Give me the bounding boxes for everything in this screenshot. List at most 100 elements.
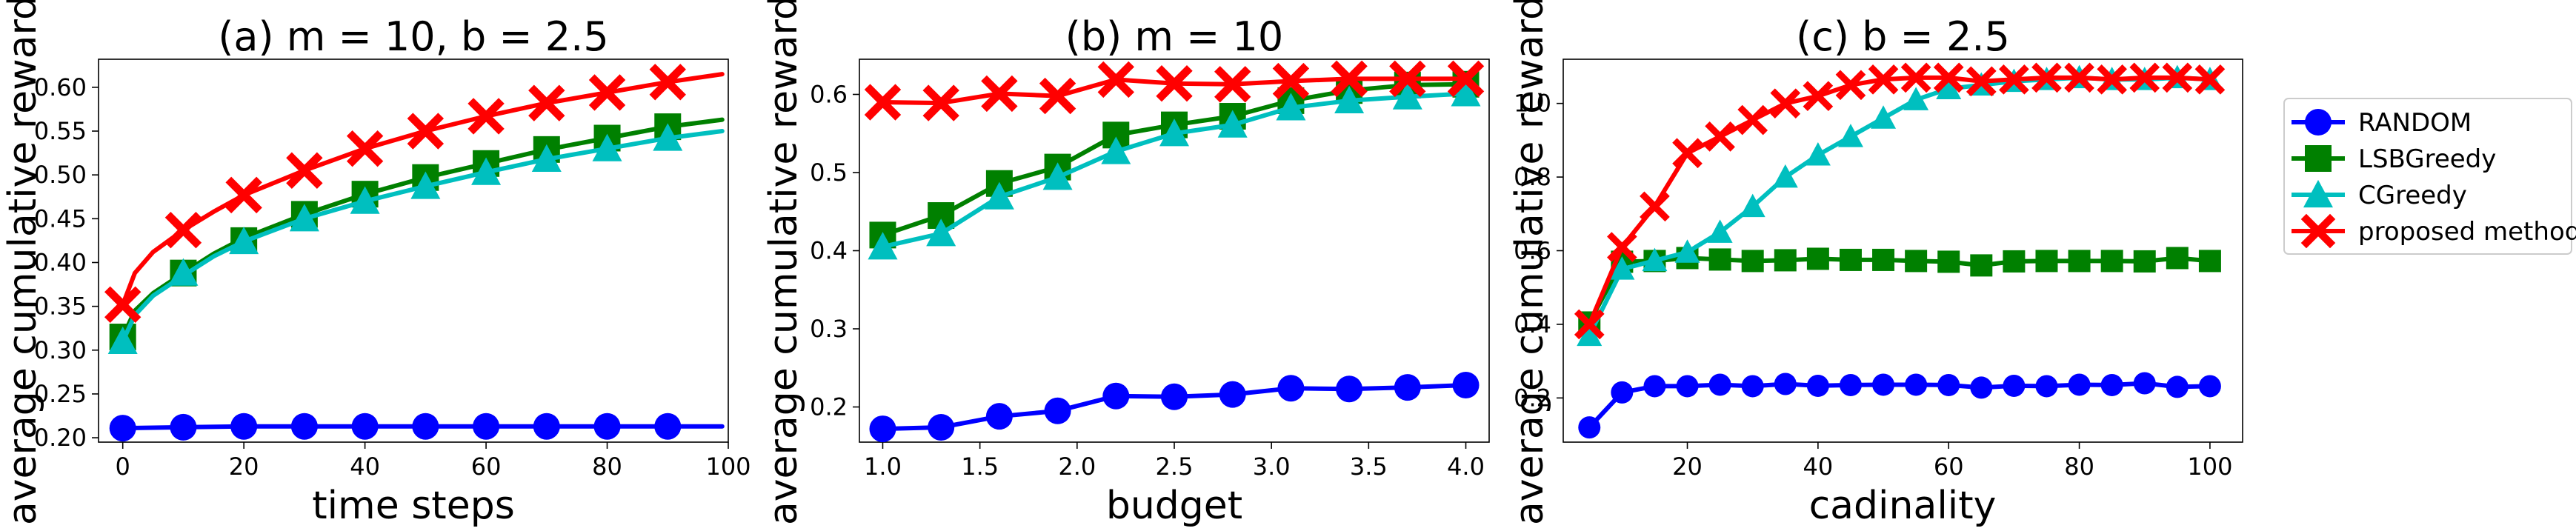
axes-frame — [98, 59, 729, 443]
proposed-method-marker — [1999, 64, 2029, 95]
cgreedy-marker — [350, 186, 380, 214]
series-cgreedy — [107, 123, 725, 355]
panel-c: (c) b = 2.5 20 40 60 80 100 0.2 0.4 0.6 0.8 1.0 cad… — [1508, 0, 2243, 528]
proposed-method-marker — [1933, 62, 1964, 93]
lsbgreedy-marker — [2100, 250, 2123, 273]
cgreedy-marker — [531, 144, 562, 172]
x-tick-label: 100 — [705, 452, 750, 481]
y-tick-label: 0.4 — [1514, 310, 1551, 338]
legend-entry-cgreedy: CGreedy — [2292, 179, 2467, 210]
lsbgreedy-marker — [1937, 250, 1960, 273]
random-marker — [1708, 373, 1731, 396]
cgreedy-marker — [1772, 164, 1798, 188]
random-marker — [1394, 374, 1421, 401]
series-proposed-method — [864, 60, 1485, 121]
series-random — [109, 413, 725, 442]
random-marker — [351, 413, 379, 440]
lsbgreedy-marker — [1970, 254, 1993, 277]
random-marker — [1774, 373, 1797, 395]
random-marker — [2166, 375, 2189, 398]
random-marker — [1872, 373, 1895, 396]
lsbgreedy-marker — [1774, 249, 1797, 272]
x-axis-label: budget — [1106, 484, 1242, 528]
random-marker — [412, 413, 439, 440]
random-marker — [109, 415, 136, 442]
proposed-method-marker — [2129, 62, 2160, 93]
x-tick-label: 80 — [592, 452, 622, 481]
legend-entry-random: RANDOM — [2292, 108, 2472, 138]
cgreedy-marker — [1903, 87, 1929, 110]
proposed-method-marker — [2194, 64, 2226, 95]
lsbgreedy-marker — [1905, 250, 1928, 273]
cgreedy-marker — [653, 123, 683, 151]
cgreedy-marker — [410, 171, 441, 199]
proposed-method-marker — [1272, 62, 1310, 100]
proposed-method-marker — [164, 212, 202, 249]
panel-title: (c) b = 2.5 — [1796, 13, 2010, 60]
y-tick-label: 0.8 — [1514, 163, 1551, 191]
proposed-method-marker — [1640, 191, 1670, 222]
series-cgreedy — [868, 79, 1481, 260]
random-marker — [869, 415, 896, 443]
random-marker — [1452, 371, 1480, 398]
y-tick-label: 0.5 — [810, 158, 848, 187]
proposed-method-marker — [1574, 309, 1605, 340]
random-marker — [1676, 375, 1699, 398]
proposed-method-marker — [1672, 138, 1703, 169]
proposed-method-line — [1587, 75, 2212, 327]
cgreedy-marker — [984, 181, 1014, 210]
cgreedy-marker — [1159, 118, 1189, 147]
proposed-method-marker — [104, 286, 142, 323]
y-axis-label: average cumulative rewards — [1, 0, 45, 525]
random-marker — [1741, 375, 1764, 398]
random-marker — [170, 413, 197, 441]
y-tick-label: 0.45 — [34, 204, 87, 233]
x-tick-label: 20 — [229, 452, 259, 481]
lsbgreedy-marker — [1708, 248, 1731, 271]
random-marker — [290, 413, 318, 440]
legend-proposed-method-marker — [2300, 213, 2336, 249]
cgreedy-marker — [1936, 76, 1962, 100]
legend-label: CGreedy — [2358, 181, 2467, 210]
cgreedy-marker — [1042, 162, 1073, 190]
random-marker — [2100, 373, 2123, 396]
cgreedy-marker — [1451, 79, 1481, 107]
y-tick-label: 0.60 — [34, 73, 87, 101]
cgreedy-marker — [1642, 247, 1668, 272]
random-marker — [2035, 375, 2058, 398]
random-marker — [1219, 381, 1246, 408]
proposed-method-marker — [1803, 81, 1834, 112]
x-tick-label: 2.5 — [1156, 452, 1194, 481]
lsbgreedy-marker — [2035, 250, 2058, 273]
x-tick-label: 3.0 — [1253, 452, 1291, 481]
legend: RANDOM LSBGreedy CGreedy proposed method — [2283, 98, 2576, 255]
proposed-method-marker — [528, 84, 565, 121]
cgreedy-marker — [229, 226, 259, 255]
y-tick-label: 0.40 — [34, 248, 87, 276]
x-tick-label: 1.5 — [961, 452, 999, 481]
legend-entry-proposed-method: proposed method — [2292, 213, 2576, 249]
cgreedy-marker — [868, 232, 898, 260]
proposed-method-line — [120, 72, 725, 307]
proposed-method-marker — [225, 176, 262, 214]
random-marker — [1161, 383, 1188, 410]
random-marker — [533, 413, 560, 440]
lsbgreedy-marker — [2133, 250, 2156, 273]
random-marker — [1277, 375, 1305, 402]
lsbgreedy-marker — [2068, 250, 2091, 273]
cgreedy-marker — [1707, 219, 1733, 243]
cgreedy-marker — [1101, 136, 1131, 164]
y-tick-label: 0.20 — [34, 424, 87, 452]
legend-frame — [2283, 98, 2572, 255]
lsbgreedy-marker — [2003, 250, 2026, 273]
proposed-method-marker — [1331, 60, 1368, 98]
proposed-method-marker — [407, 113, 445, 150]
proposed-method-marker — [2097, 64, 2127, 95]
lsbgreedy-marker — [1741, 250, 1764, 273]
random-marker — [1806, 374, 1829, 397]
lsbgreedy-marker — [1806, 247, 1829, 270]
proposed-method-marker — [864, 84, 902, 121]
series-lsbgreedy — [1578, 247, 2221, 334]
proposed-method-marker — [346, 130, 384, 167]
